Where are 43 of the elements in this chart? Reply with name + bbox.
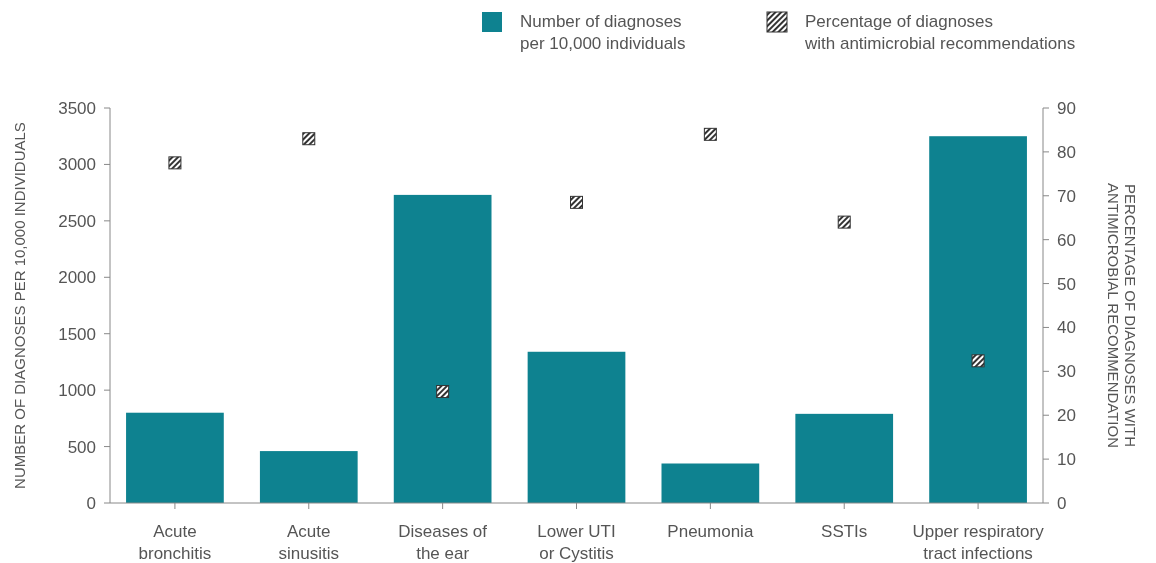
x-tick-label: SSTIs <box>821 522 868 541</box>
y2-tick-label: 50 <box>1057 274 1076 294</box>
y-tick-label: 1500 <box>58 324 96 344</box>
point <box>570 195 583 209</box>
y-axis-title: NUMBER OF DIAGNOSES PER 10,000 INDIVIDUALS <box>11 122 28 489</box>
y2-tick-label: 0 <box>1057 493 1067 513</box>
x-tick-label: Acute sinusitis <box>278 522 340 563</box>
bar <box>259 451 358 503</box>
point <box>436 385 450 399</box>
x-tick-label: Upper respiratory tract infections <box>912 522 1045 563</box>
bar <box>795 413 894 503</box>
y2-axis-title: PERCENTAGE OF DIAGNOSES WITH ANTIMICROBIAL RECOMMENDATION <box>1105 182 1139 449</box>
x-tick-label: Acute bronchitis <box>138 522 212 563</box>
bar <box>929 136 1027 503</box>
legend-label: Number of diagnoses per 10,000 individuals <box>520 12 686 53</box>
y-tick-label: 2500 <box>58 211 96 231</box>
y-tick-label: 3000 <box>58 155 96 175</box>
x-tick-label: Pneumonia <box>667 522 754 541</box>
point <box>703 127 717 141</box>
x-tick-label: Lower UTI or Cystitis <box>537 522 616 563</box>
bar <box>661 463 760 503</box>
point <box>302 132 316 146</box>
bar <box>393 194 492 503</box>
y2-tick-label: 40 <box>1057 318 1076 338</box>
y2-tick-label: 90 <box>1057 98 1076 118</box>
y2-tick-label: 20 <box>1057 406 1076 426</box>
bar <box>527 351 626 503</box>
y-tick-label: 500 <box>67 437 96 457</box>
y2-tick-label: 80 <box>1057 142 1076 162</box>
y2-tick-label: 30 <box>1057 362 1076 382</box>
y-tick-label: 3500 <box>58 98 96 118</box>
y-tick-label: 1000 <box>58 381 96 401</box>
y2-tick-label: 70 <box>1057 186 1076 206</box>
y-tick-label: 0 <box>86 493 96 513</box>
point <box>168 156 182 170</box>
y2-tick-label: 60 <box>1057 230 1076 250</box>
point <box>971 354 985 368</box>
point <box>837 215 851 229</box>
bar <box>126 412 224 503</box>
legend-label: Percentage of diagnoses with antimicrobial recommendations <box>804 12 1076 53</box>
x-tick-label: Diseases of the ear <box>398 522 488 563</box>
y-tick-label: 2000 <box>58 268 96 288</box>
y2-tick-label: 10 <box>1057 450 1076 470</box>
